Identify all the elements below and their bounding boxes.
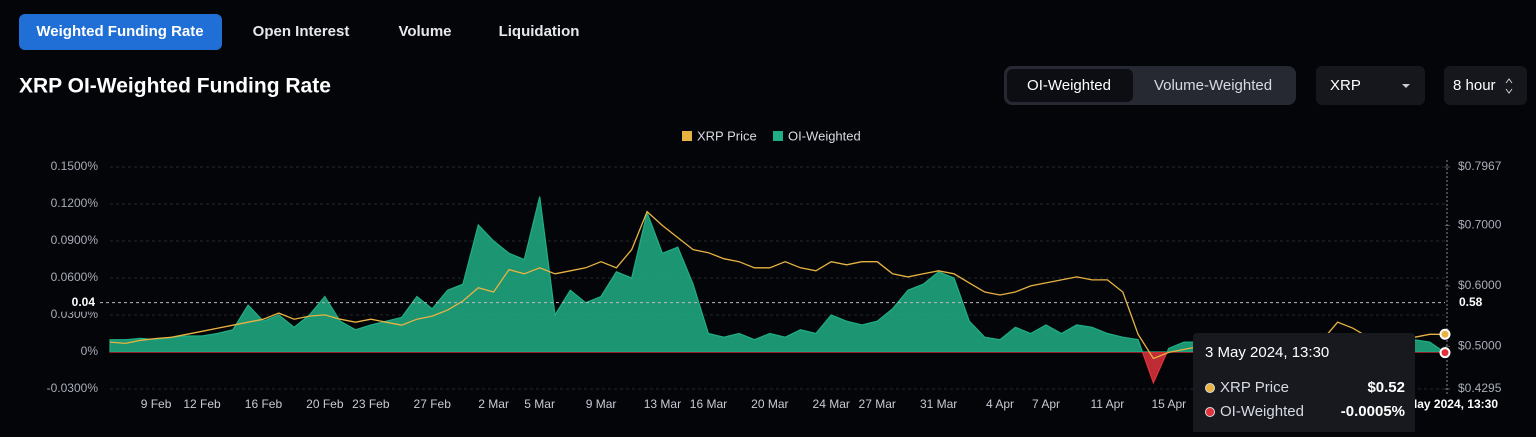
x-tick-label: 27 Feb [414, 397, 452, 411]
x-tick-label: 4 Apr [986, 397, 1014, 411]
toggle-active-bg[interactable] [1007, 69, 1133, 102]
toggle-option[interactable]: Volume-Weighted [1154, 77, 1272, 94]
tooltip-value: -0.0005% [1341, 403, 1405, 420]
tooltip-title: 3 May 2024, 13:30 [1205, 344, 1329, 361]
tab-bg[interactable] [19, 14, 222, 50]
legend-swatch [682, 131, 692, 141]
tab[interactable]: Weighted Funding Rate [36, 23, 203, 40]
y-tick-label: 0.0600% [51, 270, 99, 284]
tooltip-value: $0.52 [1367, 379, 1405, 396]
x-tick-label: 11 Apr [1091, 397, 1125, 411]
tooltip-dot [1205, 383, 1215, 393]
x-tick-label: 5 Mar [524, 397, 555, 411]
end-marker [1439, 328, 1451, 340]
y2-tick-label: $0.5000 [1458, 339, 1502, 353]
end-marker [1439, 347, 1451, 359]
x-tick-label: 20 Feb [306, 397, 344, 411]
tooltip-name: OI-Weighted [1220, 403, 1304, 420]
y2-tick-label: $0.7967 [1458, 159, 1502, 173]
caret [1402, 84, 1410, 88]
y-tick-label: 0.1500% [51, 159, 99, 173]
crosshair-y-label: 0.04 [72, 295, 96, 309]
tab[interactable]: Open Interest [253, 23, 350, 40]
x-tick-label: 9 Mar [586, 397, 617, 411]
x-tick-label: 2 Mar [478, 397, 509, 411]
crosshair-label-bg [1450, 293, 1490, 312]
crosshair-label-bg [60, 293, 100, 312]
y-tick-label: 0% [81, 344, 99, 358]
legend-swatch [773, 131, 783, 141]
x-tick-label: 31 Mar [920, 397, 957, 411]
x-tick-label: 16 Mar [690, 397, 727, 411]
tab[interactable]: Liquidation [499, 23, 580, 40]
select-value[interactable]: XRP [1330, 77, 1361, 94]
select-value[interactable]: 8 hour [1453, 77, 1496, 94]
tab[interactable]: Volume [398, 23, 451, 40]
crosshair-x-label: 3 May 2024, 13:30 [1397, 397, 1498, 411]
x-tick-label: 15 Apr [1151, 397, 1186, 411]
select[interactable] [1444, 66, 1527, 105]
toggle-option[interactable]: OI-Weighted [1027, 77, 1111, 94]
x-tick-label: 16 Feb [245, 397, 283, 411]
y-tick-label: 0.0900% [51, 233, 99, 247]
x-tick-label: 12 Feb [183, 397, 221, 411]
y2-tick-label: $0.6000 [1458, 278, 1502, 292]
tooltip-dot [1205, 407, 1215, 417]
x-tick-label: 23 Feb [352, 397, 390, 411]
tooltip-bg [1193, 333, 1415, 437]
y2-tick-label: $0.7000 [1458, 218, 1502, 232]
x-tick-label: 24 Mar [813, 397, 850, 411]
y-tick-label: -0.0300% [47, 381, 99, 395]
x-tick-label: 13 Mar [644, 397, 681, 411]
y-tick-label: 0.1200% [51, 196, 99, 210]
legend-label: XRP Price [697, 128, 757, 143]
tooltip-name: XRP Price [1220, 379, 1289, 396]
y2-tick-label: $0.4295 [1458, 381, 1502, 395]
x-tick-label: 9 Feb [141, 397, 172, 411]
x-tick-label: 7 Apr [1032, 397, 1060, 411]
crosshair-y2-label: 0.58 [1459, 295, 1483, 309]
page-title: XRP OI-Weighted Funding Rate [19, 75, 331, 98]
tooltip: 3 May 2024, 13:30 XRP Price $0.52 OI-Weight… [1193, 333, 1415, 437]
legend-label: OI-Weighted [788, 128, 861, 143]
x-tick-label: 27 Mar [859, 397, 896, 411]
x-tick-label: 20 Mar [751, 397, 788, 411]
spinner [1505, 78, 1513, 94]
select[interactable] [1316, 66, 1425, 105]
chart: XRP Price OI-Weighted 0.1500% 0.1200% 0.0900… [47, 128, 1510, 415]
